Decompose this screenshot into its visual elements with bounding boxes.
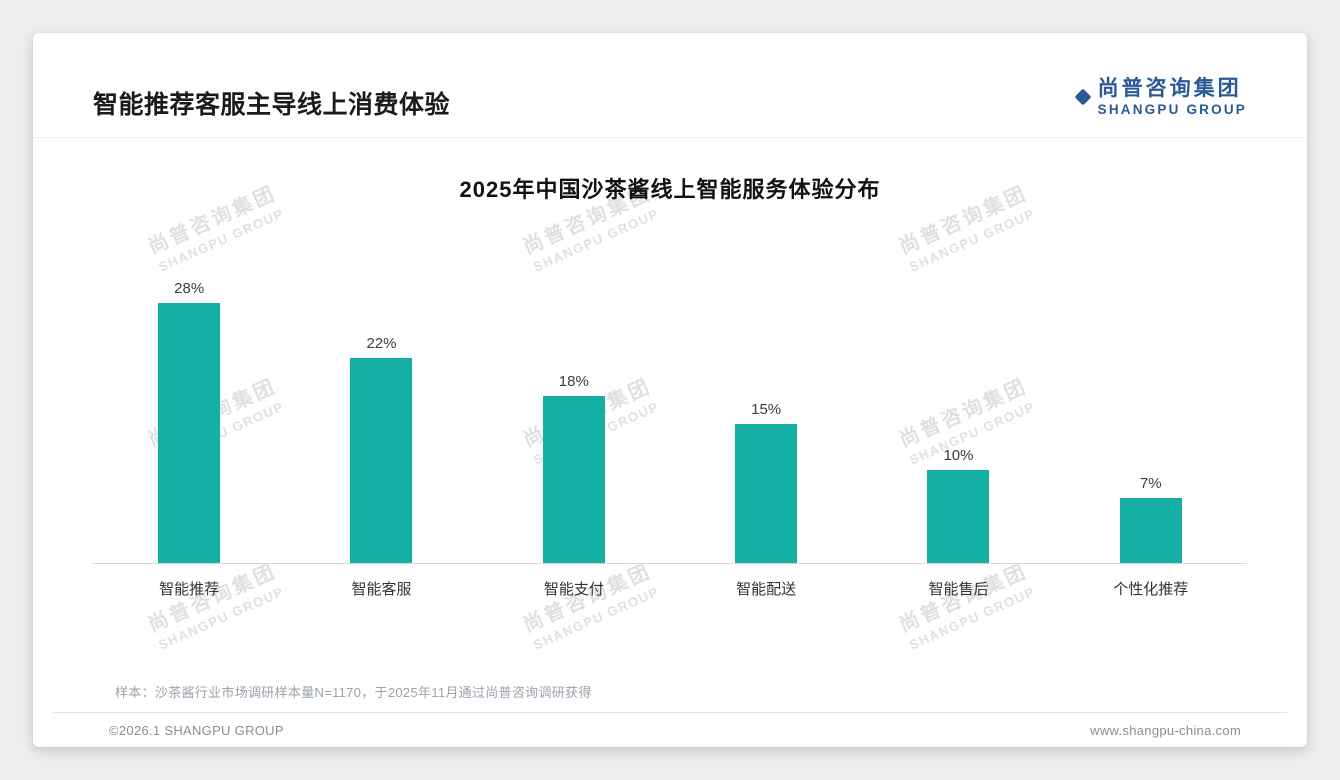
slide-card: 尚普咨询集团 SHANGPU GROUP 尚普咨询集团 SHANGPU GROUP 尚普… (33, 33, 1307, 747)
bar-column: 7% (1055, 475, 1247, 563)
bar-column: 22% (285, 335, 477, 563)
bar-column: 28% (93, 280, 285, 563)
category-label: 智能客服 (351, 581, 412, 598)
bar-value-label: 10% (943, 447, 974, 464)
slide-content: 智能推荐客服主导线上消费体验 尚普咨询集团 SHANGPU GROUP 2025… (33, 33, 1307, 747)
bar (158, 302, 221, 563)
bar-column: 10% (862, 447, 1054, 563)
category-label: 智能支付 (543, 581, 604, 598)
logo-text: 尚普咨询集团 SHANGPU GROUP (1098, 77, 1247, 117)
chart-plot-area: 28% 22% 18% 15% 10% 7% (93, 262, 1247, 564)
chart-title: 2025年中国沙茶酱线上智能服务体验分布 (459, 177, 881, 202)
bar (735, 423, 798, 563)
company-logo: 尚普咨询集团 SHANGPU GROUP (1074, 73, 1247, 117)
category-label: 智能配送 (736, 581, 797, 598)
bar (350, 358, 413, 563)
bar-column: 18% (478, 373, 670, 563)
bar (927, 470, 990, 563)
logo-icon (1074, 88, 1092, 106)
logo-name-en: SHANGPU GROUP (1097, 102, 1247, 118)
logo-name-cn: 尚普咨询集团 (1097, 77, 1242, 100)
sample-footnote: 样本：沙茶酱行业市场调研样本量N=1170，于2025年11月通过尚普咨询调研获… (115, 685, 592, 700)
page-title: 智能推荐客服主导线上消费体验 (93, 91, 451, 119)
chart-x-axis-labels: 智能推荐 智能客服 智能支付 智能配送 智能售后 个性化推荐 (93, 578, 1247, 599)
bar (1119, 497, 1182, 563)
bar (542, 395, 605, 563)
copyright-text: ©2026.1 SHANGPU GROUP (109, 722, 284, 738)
bar-value-label: 28% (174, 279, 205, 297)
website-url: www.shangpu-china.com (1090, 722, 1241, 738)
bar-value-label: 22% (366, 335, 397, 353)
header: 智能推荐客服主导线上消费体验 尚普咨询集团 SHANGPU GROUP (33, 33, 1307, 138)
footer-bar: ©2026.1 SHANGPU GROUP www.shangpu-china.… (53, 712, 1287, 747)
bar-value-label: 7% (1139, 474, 1162, 492)
category-label: 智能推荐 (159, 581, 220, 598)
bar-chart: 28% 22% 18% 15% 10% 7% 智能推荐 智能客服 智能支付 智能配送 智能售后 个性… (93, 262, 1247, 599)
bar-value-label: 18% (558, 372, 589, 390)
bar-value-label: 15% (751, 400, 782, 418)
category-label: 智能售后 (928, 581, 989, 598)
bar-column: 15% (670, 400, 862, 563)
category-label: 个性化推荐 (1113, 581, 1189, 598)
